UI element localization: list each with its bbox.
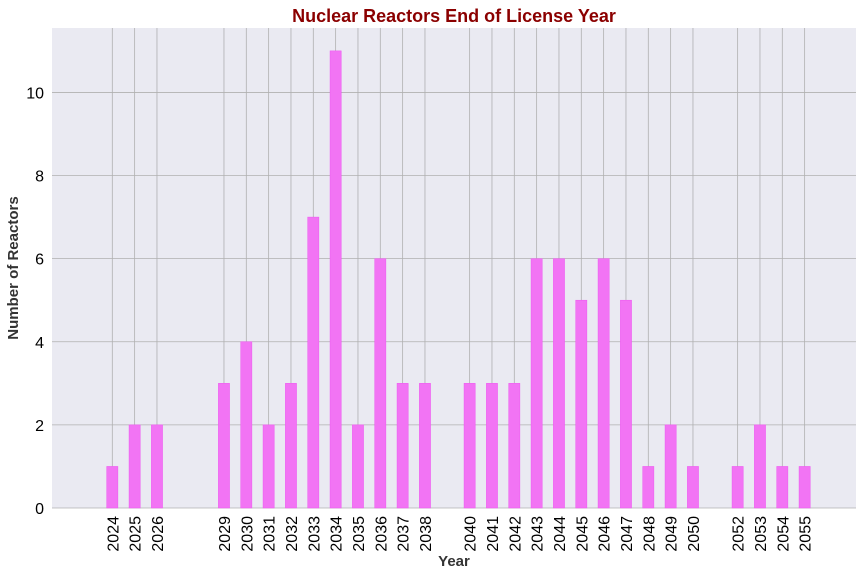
bar-2034 — [329, 50, 342, 509]
x-tick-label: 2053 — [753, 516, 770, 552]
x-tick-label: 2040 — [463, 516, 480, 552]
bar-2037 — [396, 383, 409, 509]
plot-background — [52, 28, 856, 508]
y-tick-label: 2 — [35, 418, 44, 435]
y-tick-label: 0 — [35, 501, 44, 518]
bar-2054 — [776, 466, 789, 509]
bar-2049 — [664, 424, 677, 509]
bar-2025 — [128, 424, 141, 509]
bar-2040 — [463, 383, 476, 509]
bar-2050 — [687, 466, 699, 509]
bar-2046 — [597, 258, 610, 509]
y-axis-label: Number of Reactors — [5, 196, 22, 339]
bar-2031 — [262, 424, 275, 509]
bar-2030 — [240, 341, 253, 509]
y-tick-label: 6 — [35, 252, 44, 269]
bar-2045 — [575, 299, 588, 509]
x-tick-label: 2042 — [507, 516, 524, 552]
y-tick-label: 4 — [35, 335, 44, 352]
x-tick-label: 2047 — [619, 516, 636, 552]
x-tick-label: 2054 — [775, 516, 792, 552]
x-tick-label: 2044 — [552, 516, 569, 552]
x-tick-label: 2032 — [284, 516, 301, 552]
bar-2053 — [754, 424, 766, 509]
bar-2024 — [106, 466, 119, 509]
bar-2055 — [798, 466, 811, 509]
bar-2036 — [374, 258, 387, 509]
x-tick-label: 2046 — [597, 516, 614, 552]
y-tick-labels: 0 2 4 6 8 10 — [26, 85, 44, 518]
x-tick-label: 2036 — [373, 516, 390, 552]
x-tick-label: 2024 — [105, 516, 122, 552]
bar-2047 — [620, 299, 632, 509]
x-tick-label: 2041 — [485, 516, 502, 552]
bar-2038 — [419, 383, 431, 509]
bar-2044 — [553, 258, 565, 509]
x-tick-label: 2045 — [574, 516, 591, 552]
x-tick-label: 2050 — [686, 516, 703, 552]
chart-title: Nuclear Reactors End of License Year — [292, 6, 616, 26]
x-tick-label: 2038 — [418, 516, 435, 552]
bar-2033 — [307, 216, 320, 509]
x-tick-label: 2029 — [217, 516, 234, 552]
x-tick-label: 2033 — [306, 516, 323, 552]
x-tick-label: 2026 — [150, 516, 167, 552]
x-tick-label: 2025 — [128, 516, 145, 552]
bar-2048 — [642, 466, 655, 509]
bar-2035 — [352, 424, 364, 509]
x-tick-label: 2043 — [530, 516, 547, 552]
bar-2052 — [731, 466, 744, 509]
bar-2041 — [486, 383, 498, 509]
x-tick-label: 2034 — [329, 516, 346, 552]
x-tick-label: 2055 — [798, 516, 815, 552]
bar-2032 — [285, 383, 297, 509]
x-tick-labels: 2024 2025 2026 2029 2030 2031 2032 2033 2034 2035… — [105, 516, 814, 552]
bars — [106, 50, 811, 509]
x-axis-label: Year — [438, 553, 470, 570]
bar-2042 — [508, 383, 521, 509]
x-tick-label: 2048 — [641, 516, 658, 552]
x-tick-label: 2031 — [262, 516, 279, 552]
bar-2029 — [218, 383, 230, 509]
bar-2043 — [530, 258, 543, 509]
y-tick-label: 8 — [35, 169, 44, 186]
bar-2026 — [151, 424, 163, 509]
y-tick-label: 10 — [26, 85, 44, 102]
x-tick-label: 2049 — [664, 516, 681, 552]
x-tick-label: 2037 — [396, 516, 413, 552]
x-tick-label: 2035 — [351, 516, 368, 552]
x-tick-label: 2052 — [731, 516, 748, 552]
x-tick-label: 2030 — [239, 516, 256, 552]
